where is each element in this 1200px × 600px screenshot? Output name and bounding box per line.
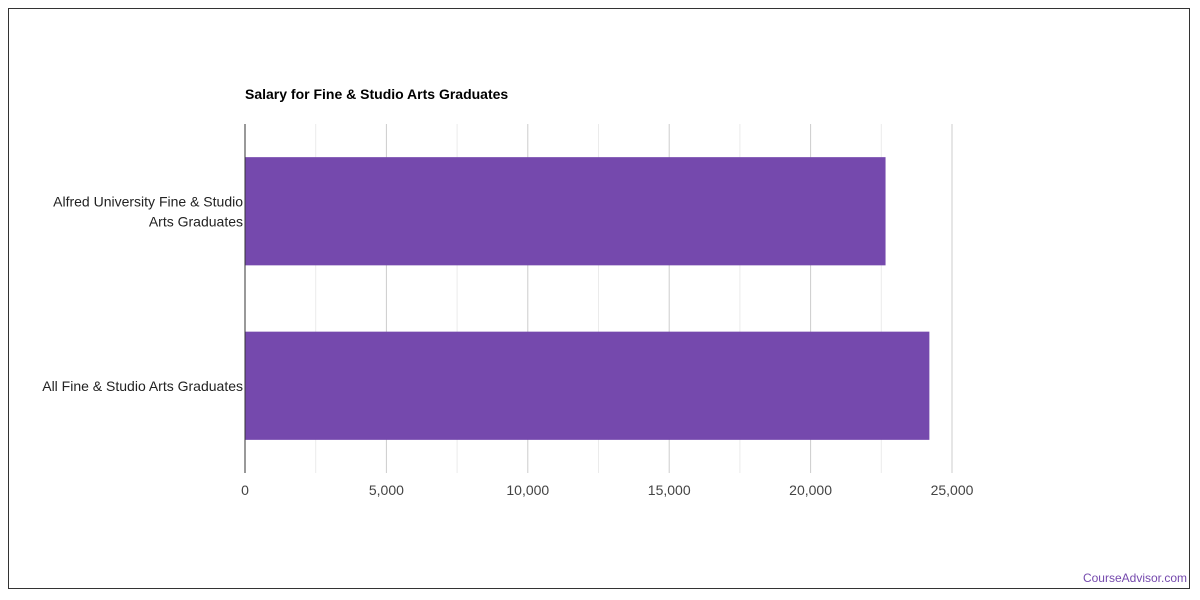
category-label-0: Alfred University Fine & Studio Arts Grad…	[53, 193, 243, 229]
x-tick-label: 0	[241, 482, 249, 498]
x-tick-label: 10,000	[506, 482, 549, 498]
category-label-1: All Fine & Studio Arts Graduates	[42, 378, 243, 394]
source-watermark[interactable]: CourseAdvisor.com	[1082, 571, 1187, 585]
x-axis-tick-labels: 0 5,000 10,000 15,000 20,000 25,000	[241, 482, 974, 498]
x-tick-label: 20,000	[789, 482, 832, 498]
bars	[245, 157, 930, 440]
category-labels: Alfred University Fine & Studio Arts Grad…	[42, 193, 243, 394]
x-tick-label: 25,000	[931, 482, 974, 498]
bar-0[interactable]	[245, 157, 886, 266]
x-tick-label: 15,000	[648, 482, 691, 498]
bar-1[interactable]	[245, 331, 930, 440]
x-tick-label: 5,000	[369, 482, 404, 498]
chart-title: Salary for Fine & Studio Arts Graduates	[245, 86, 508, 102]
